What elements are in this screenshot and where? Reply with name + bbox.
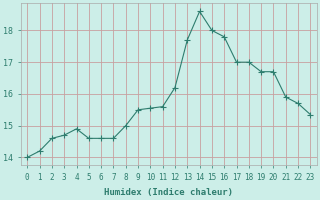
X-axis label: Humidex (Indice chaleur): Humidex (Indice chaleur) <box>104 188 233 197</box>
